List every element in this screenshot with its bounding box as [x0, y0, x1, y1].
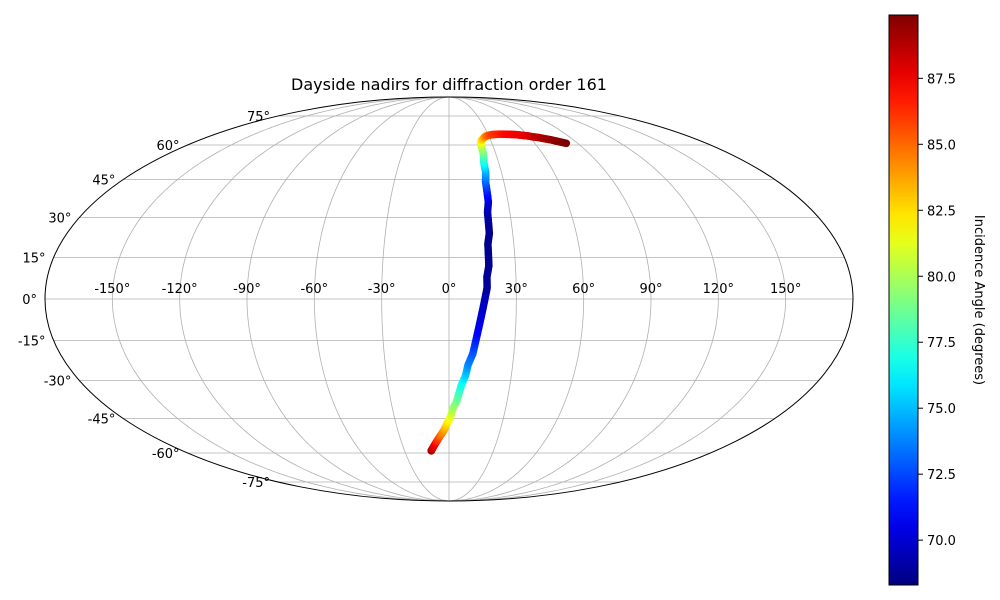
- latitude-tick-labels: -75° -60° -45° -30° -15° 0° 15° 30° 45° 60° 75°: [18, 110, 270, 491]
- latitude-tick-label: 75°: [247, 110, 270, 125]
- longitude-tick-label: -120°: [162, 282, 198, 297]
- colorbar-tick-label: 77.5: [927, 336, 956, 351]
- map-grid: [45, 97, 853, 501]
- latitude-tick-label: -75°: [242, 476, 270, 491]
- colorbar-tick-label: 72.5: [927, 468, 956, 483]
- colorbar-label: Incidence Angle (degrees): [971, 215, 986, 385]
- longitude-tick-label: -60°: [300, 282, 328, 297]
- latitude-tick-label: 0°: [22, 293, 37, 308]
- longitude-tick-labels: -150° -120° -90° -60° -30° 0° 30° 60° 90° 120° 150…: [94, 282, 801, 297]
- colorbar-tick-label: 80.0: [927, 270, 956, 285]
- longitude-tick-label: 90°: [639, 282, 662, 297]
- latitude-tick-label: 30°: [48, 211, 71, 226]
- longitude-tick-label: -30°: [368, 282, 396, 297]
- colorbar: 70.0 72.5 75.0 77.5 80.0 82.5 85.0 87.5: [888, 14, 956, 586]
- colorbar-tick-label: 82.5: [927, 204, 956, 219]
- colorbar-gradient: [888, 14, 919, 586]
- nadir-points: [427, 130, 571, 455]
- colorbar-tick-label: 70.0: [927, 534, 956, 549]
- longitude-tick-label: -150°: [94, 282, 130, 297]
- chart-title: Dayside nadirs for diffraction order 161: [291, 75, 607, 94]
- longitude-tick-label: 120°: [703, 282, 734, 297]
- nadir-point: [562, 139, 571, 148]
- latitude-tick-label: 60°: [157, 139, 180, 154]
- longitude-tick-label: 30°: [505, 282, 528, 297]
- latitude-tick-label: 45°: [92, 173, 115, 188]
- longitude-tick-label: 150°: [770, 282, 801, 297]
- latitude-tick-label: -30°: [44, 375, 72, 390]
- colorbar-tick-label: 85.0: [927, 138, 956, 153]
- latitude-tick-label: -15°: [18, 334, 46, 349]
- map-outline: [44, 96, 854, 502]
- longitude-tick-label: -90°: [233, 282, 261, 297]
- latitude-tick-label: -45°: [88, 413, 116, 428]
- longitude-tick-label: 60°: [572, 282, 595, 297]
- latitude-tick-label: 15°: [23, 252, 46, 267]
- colorbar-tick-label: 75.0: [927, 402, 956, 417]
- latitude-tick-label: -60°: [152, 447, 180, 462]
- colorbar-tick-label: 87.5: [927, 72, 956, 87]
- longitude-tick-label: 0°: [442, 282, 457, 297]
